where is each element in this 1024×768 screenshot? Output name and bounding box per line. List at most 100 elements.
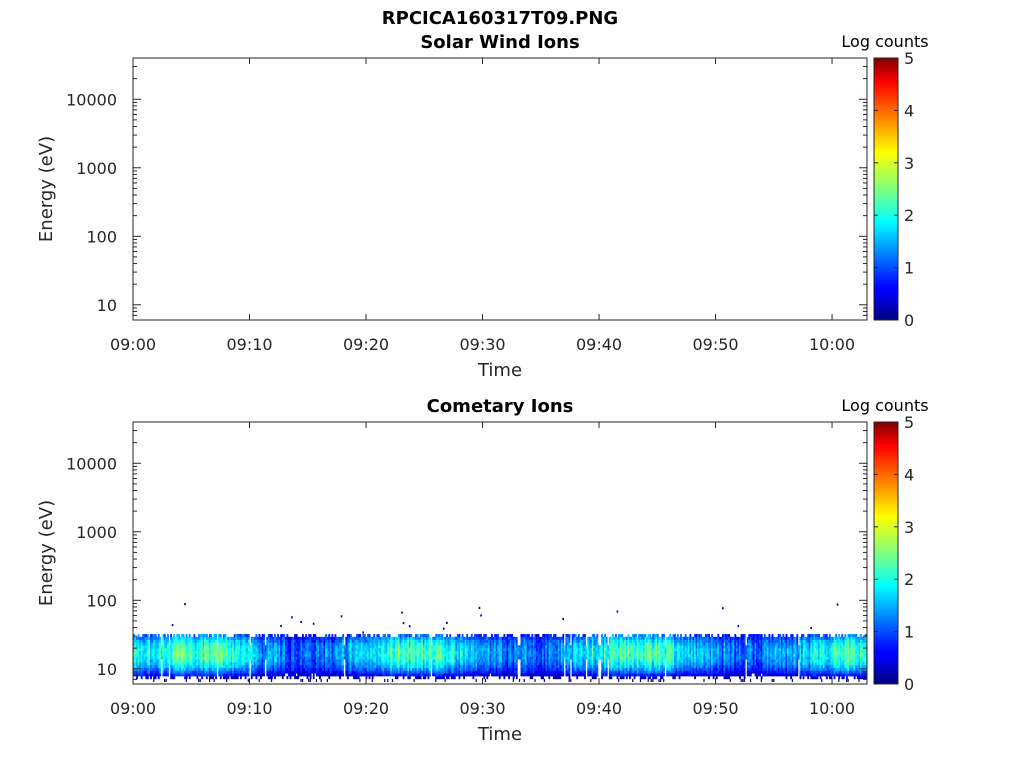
heatmap-cell bbox=[142, 650, 145, 654]
heatmap-cell bbox=[500, 664, 503, 668]
heatmap-cell bbox=[641, 676, 644, 680]
heatmap-cell bbox=[283, 636, 286, 640]
heatmap-cell bbox=[384, 673, 386, 677]
heatmap-cell bbox=[602, 673, 605, 677]
heatmap-cell bbox=[297, 670, 300, 674]
heatmap-cell bbox=[274, 656, 276, 660]
heatmap-cell bbox=[185, 670, 188, 674]
heatmap-cell bbox=[509, 634, 512, 638]
heatmap-cell bbox=[182, 656, 185, 660]
heatmap-cell bbox=[281, 670, 284, 674]
heatmap-cell bbox=[277, 650, 279, 654]
heatmap-cell bbox=[452, 659, 455, 663]
heatmap-cell bbox=[154, 667, 157, 671]
heatmap-cell bbox=[238, 662, 241, 666]
heatmap-cell bbox=[407, 662, 410, 666]
heatmap-cell bbox=[241, 664, 244, 668]
heatmap-cell bbox=[477, 662, 479, 666]
heatmap-cell bbox=[283, 634, 286, 638]
heatmap-cell bbox=[616, 676, 619, 680]
heatmap-cell bbox=[455, 667, 458, 671]
heatmap-cell bbox=[501, 673, 504, 677]
heatmap-cell bbox=[157, 645, 160, 649]
heatmap-cell bbox=[439, 648, 442, 652]
heatmap-cell bbox=[294, 676, 297, 680]
heatmap-cell bbox=[348, 656, 351, 660]
heatmap-cell bbox=[580, 650, 583, 654]
heatmap-cell bbox=[179, 664, 182, 668]
heatmap-cell bbox=[173, 634, 176, 638]
x-axis-label-solar-wind: Time bbox=[477, 360, 522, 381]
heatmap-cell bbox=[134, 659, 137, 663]
heatmap-cell bbox=[508, 650, 510, 654]
heatmap-cell bbox=[508, 662, 510, 666]
heatmap-cell bbox=[370, 639, 372, 643]
heatmap-cell bbox=[289, 650, 292, 654]
heatmap-cell bbox=[309, 664, 312, 668]
heatmap-cell bbox=[232, 673, 235, 677]
heatmap-cell bbox=[331, 667, 334, 671]
heatmap-cell bbox=[280, 664, 283, 668]
heatmap-cell bbox=[604, 648, 607, 652]
heatmap-cell bbox=[219, 642, 222, 646]
heatmap-cell bbox=[306, 642, 309, 646]
heatmap-cell bbox=[419, 664, 422, 668]
heatmap-cell bbox=[261, 667, 264, 671]
heatmap-cell bbox=[322, 653, 324, 657]
heatmap-cell bbox=[146, 642, 149, 646]
heatmap-cell bbox=[179, 667, 182, 671]
heatmap-cell bbox=[381, 648, 383, 652]
heatmap-cell bbox=[494, 653, 496, 657]
heatmap-cell bbox=[210, 664, 213, 668]
heatmap-cell bbox=[367, 650, 369, 654]
heatmap-cell bbox=[207, 650, 210, 654]
heatmap-cell bbox=[449, 664, 452, 668]
heatmap-cell bbox=[278, 642, 281, 646]
heatmap-cell bbox=[185, 639, 188, 643]
heatmap-cell bbox=[548, 667, 551, 671]
heatmap-cell bbox=[469, 664, 472, 668]
heatmap-sparse-dot bbox=[171, 623, 174, 627]
heatmap-cell bbox=[382, 673, 385, 677]
heatmap-cell bbox=[208, 650, 211, 654]
heatmap-cell bbox=[190, 659, 193, 663]
heatmap-cell bbox=[322, 636, 324, 640]
heatmap-cell bbox=[252, 642, 255, 646]
heatmap-cell bbox=[288, 664, 290, 668]
heatmap-cell bbox=[484, 670, 487, 674]
heatmap-cell bbox=[495, 659, 498, 663]
heatmap-cell bbox=[348, 664, 351, 668]
heatmap-cell bbox=[260, 642, 262, 646]
heatmap-cell bbox=[250, 656, 253, 660]
heatmap-cell bbox=[154, 656, 157, 660]
heatmap-cell bbox=[469, 645, 472, 649]
heatmap-cell bbox=[587, 670, 589, 674]
heatmap-cell bbox=[312, 653, 315, 657]
heatmap-cell bbox=[393, 673, 396, 677]
heatmap-cell bbox=[269, 667, 272, 671]
heatmap-cell bbox=[621, 673, 624, 677]
heatmap-cell bbox=[463, 656, 465, 660]
heatmap-cell bbox=[305, 648, 307, 652]
heatmap-cell bbox=[472, 664, 475, 668]
heatmap-cell bbox=[576, 642, 579, 646]
heatmap-cell bbox=[159, 653, 162, 657]
heatmap-cell bbox=[588, 670, 591, 674]
heatmap-cell bbox=[261, 664, 264, 668]
heatmap-cell bbox=[339, 648, 341, 652]
heatmap-cell bbox=[376, 642, 379, 646]
heatmap-cell bbox=[446, 664, 448, 668]
heatmap-cell bbox=[412, 656, 414, 660]
heatmap-cell bbox=[253, 648, 256, 652]
heatmap-cell bbox=[309, 650, 312, 654]
heatmap-cell bbox=[584, 648, 586, 652]
heatmap-cell bbox=[331, 664, 334, 668]
heatmap-cell bbox=[523, 659, 526, 663]
heatmap-cell bbox=[184, 648, 186, 652]
heatmap-cell bbox=[438, 656, 441, 660]
heatmap-cell bbox=[390, 642, 393, 646]
heatmap-cell bbox=[390, 659, 393, 663]
heatmap-cell bbox=[505, 648, 507, 652]
heatmap-cell bbox=[216, 653, 219, 657]
heatmap-cell bbox=[419, 636, 422, 640]
